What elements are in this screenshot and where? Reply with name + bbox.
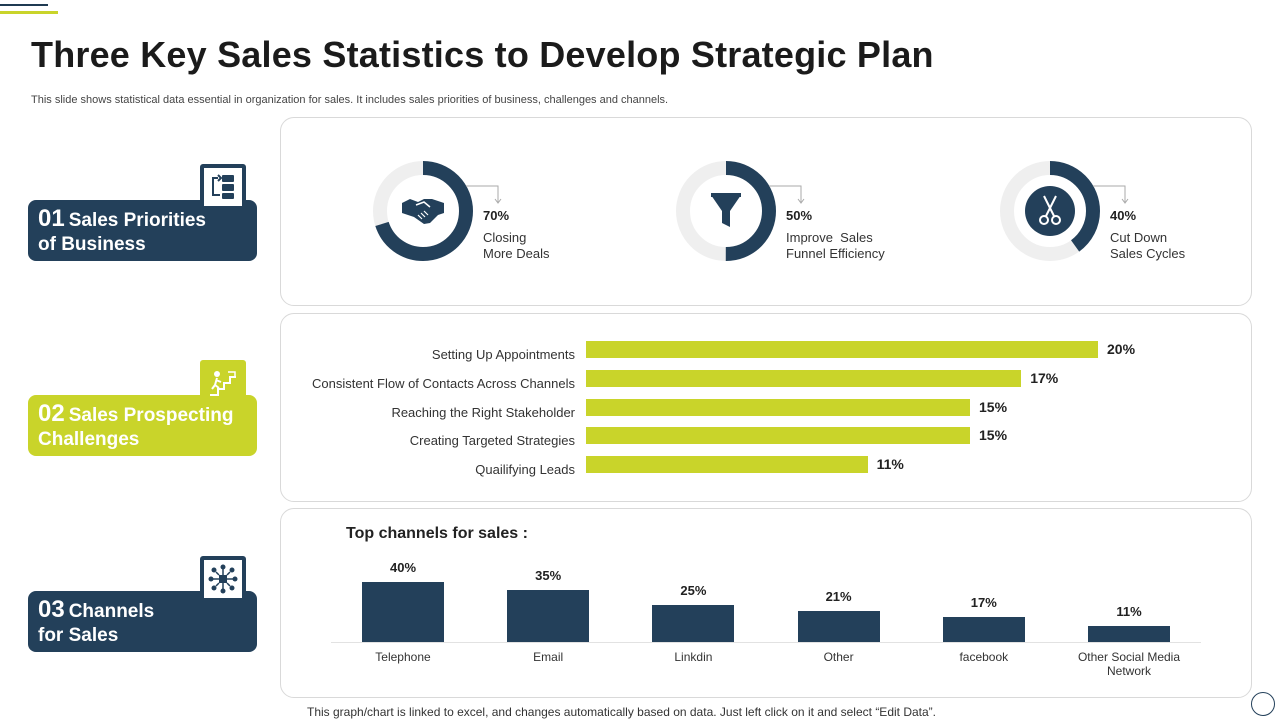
donut-label: Cut Down Sales Cycles [1110,230,1185,262]
bar-value-label: 15% [979,398,1008,415]
bar-category-label: Consistent Flow of Contacts Across Chann… [311,375,575,391]
bar-category-line: Network [1106,664,1151,678]
section-title-line1: Sales Prospecting [68,405,234,426]
donut-label: Improve Sales Funnel Efficiency [786,230,885,262]
bar-value-label: 35% [535,567,562,583]
bar-category-line: Other [823,650,854,664]
bar-category-label: Email [483,650,613,664]
accent-bar-navy [0,4,48,6]
section-title-line1: Channels [68,601,155,622]
section-title-line1: Sales Priorities [68,210,206,231]
donut-value: 50% [786,208,813,223]
bar [586,369,1022,387]
donut-label-line1: Improve Sales [786,230,873,245]
donut-arc [1000,161,1100,261]
section-icon-box [200,164,246,210]
bar [586,398,970,416]
bar [652,604,735,642]
bar-category-label: Quailifying Leads [475,462,575,478]
page-subtitle: This slide shows statistical data essent… [31,94,669,106]
bar-value-label: 11% [876,456,904,473]
donut-closing-deals [372,160,474,267]
donut-label-line2: Funnel Efficiency [786,246,885,261]
donut-label-line2: More Deals [483,246,550,261]
bar [507,589,590,642]
donut-label-line2: Sales Cycles [1110,246,1186,261]
donut-arc [373,161,473,261]
scissors-icon [1039,195,1061,225]
flowchart-icon [212,174,234,199]
bar [362,582,444,642]
network-icon [208,564,238,594]
corner-circle [1251,692,1275,716]
bar-value-label: 15% [979,427,1008,444]
bar-value-label: 25% [680,582,707,598]
bar-category-label: Reaching the Right Stakeholder [391,404,575,420]
bar-category-label: facebook [919,650,1049,664]
connector-line [466,185,502,204]
bar-category-line: facebook [959,650,1009,664]
bar-category-label: Setting Up Appointments [431,347,575,362]
section-title-line2: of Business [38,234,146,255]
bar [586,456,868,474]
bar [586,427,970,445]
bar-value-label: 17% [970,594,997,610]
bar-value-label: 20% [1107,341,1136,357]
bar-category-line: Telephone [375,650,431,664]
bar-category-label: Creating Targeted Strategies [409,433,575,449]
bar-value-label: 17% [1030,369,1059,386]
donut-value: 40% [1110,208,1137,223]
bar-value-label: 11% [1116,603,1142,619]
section-number: 03 [38,596,65,623]
donut-funnel-efficiency [675,160,777,267]
donut-ring [676,161,776,261]
bar-value-label: 40% [389,560,417,575]
accent-bar-lime [0,11,58,14]
section-title-line2: Challenges [38,429,140,450]
bar-category-label: Other [774,650,904,664]
donut-arc [676,161,776,261]
handshake-icon [402,199,444,224]
footnote: This graph/chart is linked to excel, and… [307,705,936,719]
bar [1088,625,1170,642]
section-label-priorities: 01 Sales Priorities of Business [28,200,257,261]
section-title-line2: for Sales [38,625,119,646]
bar [797,610,880,642]
section-icon-box [200,360,246,406]
donut-label-line1: Cut Down [1110,230,1168,245]
section-icon-box [200,556,246,602]
donut-label: Closing More Deals [483,230,549,262]
bar [586,341,1098,358]
donut-ring [373,161,473,261]
connector-line [769,185,805,204]
section-number: 01 [38,205,65,232]
section-label-channels: 03 Channels for Sales [28,591,257,652]
donut-label-line1: Closing [483,230,527,245]
bar-category-label: Linkdin [628,650,758,664]
stairs-climb-icon [210,371,236,396]
channels-chart-title: Top channels for sales : [346,525,528,542]
chart-baseline [331,642,1201,643]
funnel-icon [711,193,741,227]
bar-category-label: Telephone [338,650,468,664]
section-number: 02 [38,400,65,427]
bar [942,616,1025,642]
bar-category-line: Other Social Media [1077,650,1181,664]
donut-sales-cycles [999,160,1101,267]
donut-value: 70% [483,208,510,223]
connector-line [1093,185,1129,204]
bar-category-line: Linkdin [674,650,713,664]
bar-value-label: 21% [825,588,852,604]
donut-ring [1000,161,1100,261]
bar-category-label: Other Social Media Network [1064,650,1194,678]
bar-category-line: Email [533,650,564,664]
page-title: Three Key Sales Statistics to Develop St… [31,34,934,75]
